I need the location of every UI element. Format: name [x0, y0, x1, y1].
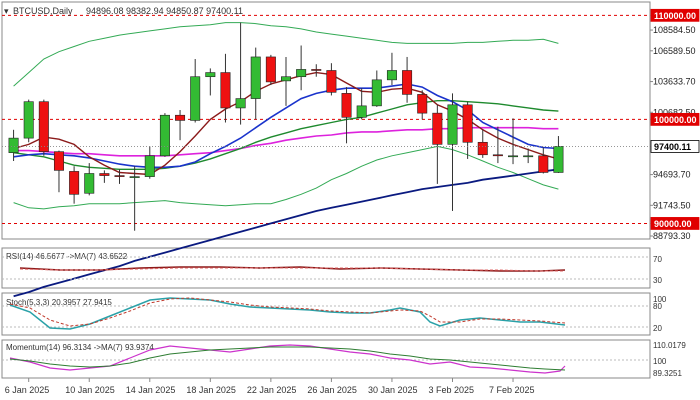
- price-tick-8: 91743.50: [653, 200, 691, 210]
- candle-body-2025-01-05: [8, 137, 19, 153]
- candle-body-2025-01-10: [84, 173, 95, 194]
- candle-body-2025-01-11: [99, 173, 110, 176]
- stoch-tick-20: 20: [653, 324, 662, 333]
- candle-body-2025-01-17: [190, 76, 201, 121]
- stoch-label: Stoch(5,3,3) 20.3957 27.9415: [6, 298, 112, 307]
- window-icon: ▾: [4, 6, 9, 16]
- price-highlight-box-1: [650, 112, 700, 126]
- stoch-main-line: [9, 297, 566, 330]
- date-axis: 6 Jan 2025 10 Jan 2025 14 Jan 2025 18 Jan 2…: [5, 378, 535, 395]
- candle-body-2025-02-08: [523, 155, 534, 158]
- date-label-1: 10 Jan 2025: [65, 385, 115, 395]
- date-label-7: 3 Feb 2025: [428, 385, 474, 395]
- candle-body-2025-01-16: [175, 114, 186, 121]
- rsi-tick-70: 70: [653, 255, 662, 264]
- date-label-0: 6 Jan 2025: [5, 385, 50, 395]
- price-highlight-label-0: 110000.00: [654, 11, 696, 21]
- candle-body-2025-01-07: [38, 101, 49, 152]
- price-highlight-box-2: [650, 140, 700, 153]
- candle-body-2025-01-27: [341, 93, 352, 118]
- candle-body-2025-01-13: [129, 176, 140, 178]
- price-highlight-label-3: 90000.00: [654, 219, 692, 229]
- candle-body-2025-02-04: [462, 104, 473, 143]
- momentum-ma-line: [9, 346, 566, 371]
- candle-body-2025-02-10: [553, 146, 564, 173]
- candle-body-2025-01-29: [371, 79, 382, 107]
- candle-body-2025-01-06: [23, 101, 34, 139]
- price-tick-7: 94693.70: [653, 170, 691, 180]
- momentum-tick-high: 110.0179: [653, 341, 686, 350]
- candle-body-2025-02-02: [432, 112, 443, 145]
- candle-body-2025-01-22: [265, 56, 276, 83]
- candlesticks: [8, 22, 564, 231]
- rsi-tick-30: 30: [653, 276, 662, 285]
- candle-body-2025-01-28: [356, 105, 367, 118]
- candle-body-2025-01-24: [296, 69, 307, 78]
- price-highlight-label-1: 100000.00: [654, 115, 697, 125]
- momentum-label: Momentum(14) 96.3134 ->MA(7) 93.9374: [6, 343, 154, 352]
- price-tick-4: 100682.50: [653, 107, 696, 117]
- candle-body-2025-02-01: [417, 94, 428, 114]
- candle-body-2025-02-07: [508, 155, 519, 158]
- rsi-ma-line: [19, 267, 565, 272]
- price-highlight-box-0: [650, 8, 700, 22]
- candle-body-2025-01-09: [69, 171, 80, 195]
- candle-body-2025-02-06: [492, 154, 503, 157]
- candle-body-2025-01-18: [205, 72, 216, 78]
- date-label-3: 18 Jan 2025: [186, 385, 236, 395]
- price-highlight-box-3: [650, 217, 700, 230]
- candle-body-2025-01-26: [326, 70, 337, 93]
- date-label-2: 14 Jan 2025: [126, 385, 176, 395]
- candle-body-2025-01-20: [235, 98, 246, 109]
- candle-body-2025-01-14: [144, 155, 155, 177]
- rsi-line: [19, 266, 566, 272]
- stoch-panel-frame: [1, 292, 651, 336]
- momentum-panel-frame: [1, 339, 651, 379]
- chart-symbol: BTCUSD,Daily: [13, 6, 73, 16]
- candle-body-2025-01-12: [114, 175, 125, 177]
- candle-body-2025-02-03: [447, 104, 458, 145]
- candle-body-2025-02-09: [538, 155, 549, 173]
- price-highlight-label-2: 97400.11: [654, 142, 691, 152]
- candle-body-2025-01-21: [250, 56, 261, 99]
- momentum-tick-100: 100: [653, 357, 667, 366]
- momentum-tick-low: 89.3251: [653, 369, 682, 378]
- candle-body-2025-01-15: [159, 114, 170, 157]
- stoch-tick-100: 100: [653, 295, 667, 304]
- date-label-5: 26 Jan 2025: [307, 385, 357, 395]
- candle-body-2025-01-30: [386, 70, 397, 81]
- date-label-8: 7 Feb 2025: [489, 385, 535, 395]
- price-tick-3: 103633.70: [653, 77, 696, 87]
- candle-body-2025-01-31: [402, 70, 413, 95]
- stoch-signal-line: [9, 297, 566, 327]
- candle-body-2025-02-05: [477, 141, 488, 156]
- price-tick-2: 106589.50: [653, 46, 696, 56]
- price-tick-10: 88793.30: [653, 231, 691, 241]
- stoch-tick-80: 80: [653, 302, 662, 311]
- candle-body-2025-01-19: [220, 72, 231, 109]
- candle-body-2025-01-23: [281, 76, 291, 82]
- price-axis: 110000.00 108584.50 106589.50 103633.70 1006…: [2, 8, 700, 241]
- main-panel-frame: [1, 1, 651, 240]
- candle-body-2025-01-08: [53, 151, 64, 171]
- date-label-4: 22 Jan 2025: [247, 385, 297, 395]
- horizontal-levels: [2, 14, 650, 224]
- rsi-panel-frame: [1, 247, 651, 289]
- date-label-6: 30 Jan 2025: [368, 385, 418, 395]
- chart-ohlc: 94896.08 98382.94 94850.87 97400.11: [86, 6, 243, 16]
- bollinger-upper-line: [13, 22, 559, 87]
- candle-body-2025-01-25: [311, 69, 322, 71]
- price-tick-1: 108584.50: [653, 25, 696, 35]
